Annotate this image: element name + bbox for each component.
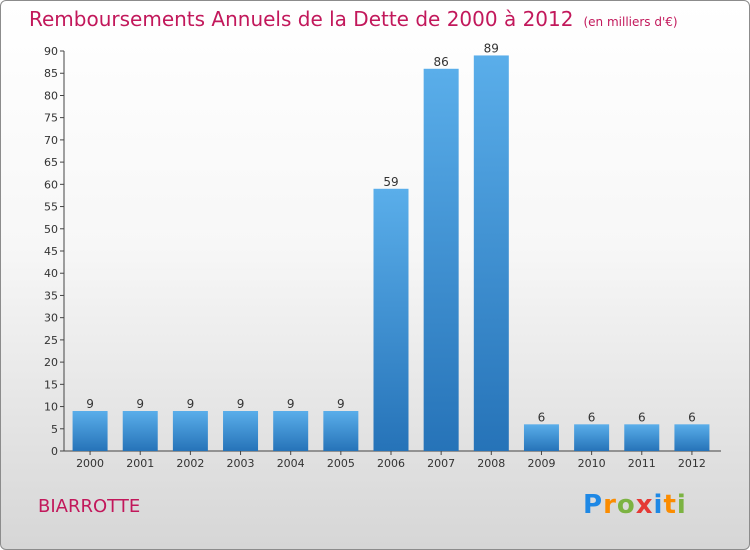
y-tick-label: 20 [44,356,58,369]
x-tick-label: 2000 [76,457,104,470]
bar-value-label: 6 [688,410,696,424]
y-tick-label: 75 [44,112,58,125]
value-labels: 9 9 9 9 9 9 59 86 89 6 6 6 6 [86,41,695,424]
bar [574,424,610,451]
y-tick-label: 55 [44,201,58,214]
bar-value-label: 6 [588,410,596,424]
logo-letter: r [603,490,617,520]
bar-value-label: 9 [287,397,295,411]
y-tick-label: 45 [44,245,58,258]
axes: 0 5 10 15 20 25 30 35 40 45 50 55 60 65 70 75 80 85 90 2000… [44,45,721,470]
x-tick-label: 2011 [628,457,656,470]
bar-value-label: 9 [237,397,245,411]
logo-letter: P [583,490,604,520]
y-tick-label: 85 [44,67,58,80]
bar-value-label: 86 [434,55,449,69]
bar [473,55,509,451]
y-tick-label: 70 [44,134,58,147]
x-tick-label: 2003 [227,457,255,470]
bar [273,411,309,451]
bar-value-label: 9 [136,397,144,411]
bar-value-label: 9 [187,397,195,411]
logo-letter: x [635,490,654,520]
bar [323,411,359,451]
bar-value-label: 89 [484,41,499,55]
y-tick-label: 0 [51,445,58,458]
y-tick-label: 60 [44,178,58,191]
y-tick-label: 30 [44,312,58,325]
x-tick-label: 2012 [678,457,706,470]
bar-value-label: 6 [538,410,546,424]
logo-letter: i [653,490,664,520]
bar-value-label: 9 [337,397,345,411]
bar-value-label: 59 [383,175,398,189]
bar [423,68,459,452]
y-tick-label: 65 [44,156,58,169]
y-tick-label: 90 [44,45,58,58]
y-tick-label: 40 [44,267,58,280]
x-tick-label: 2004 [277,457,305,470]
x-tick-label: 2001 [126,457,154,470]
logo-letter: t [663,490,677,520]
x-tick-label: 2005 [327,457,355,470]
y-tick-label: 80 [44,89,58,102]
bar [523,424,559,451]
bar [674,424,710,451]
bar-value-label: 6 [638,410,646,424]
bar [172,411,208,451]
x-tick-label: 2002 [176,457,204,470]
bar-value-label: 9 [86,397,94,411]
proxiti-logo: Proxiti [583,490,687,520]
x-tick-label: 2006 [377,457,405,470]
y-tick-label: 35 [44,289,58,302]
bar [373,188,409,451]
y-tick-label: 50 [44,223,58,236]
x-tick-label: 2008 [477,457,505,470]
logo-letter: i [676,490,687,520]
bar [223,411,259,451]
x-tick-label: 2010 [578,457,606,470]
bars [72,55,710,452]
bar [72,411,108,451]
x-tick-label: 2009 [527,457,555,470]
chart-title-text: Remboursements Annuels de la Dette de 20… [29,7,574,31]
y-tick-label: 15 [44,378,58,391]
x-tick-label: 2007 [427,457,455,470]
chart-title: Remboursements Annuels de la Dette de 20… [29,7,678,31]
y-tick-label: 5 [51,423,58,436]
chart-unit: (en milliers d'€) [583,15,678,29]
commune-name: BIARROTTE [38,496,141,517]
bar [122,411,158,451]
logo-letter: o [616,490,636,520]
bar [624,424,660,451]
y-tick-label: 25 [44,334,58,347]
y-tick-label: 10 [44,401,58,414]
